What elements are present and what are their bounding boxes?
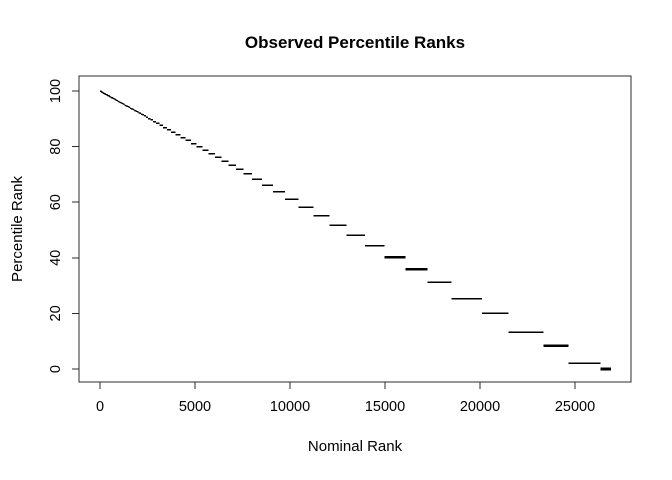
x-tick-label: 5000: [179, 399, 211, 415]
x-tick-label: 10000: [270, 399, 310, 415]
percentile-step-series-bold: [384, 255, 612, 371]
y-tick-label: 80: [48, 139, 64, 155]
x-tick-label: 15000: [365, 399, 405, 415]
x-axis-title: Nominal Rank: [308, 438, 403, 455]
chart-title: Observed Percentile Ranks: [245, 33, 465, 52]
y-tick-label: 100: [48, 79, 64, 103]
percentile-step-series: [100, 90, 601, 365]
y-tick-label: 40: [48, 250, 64, 266]
data-series: [100, 90, 612, 371]
y-tick-label: 0: [48, 365, 64, 373]
y-tick-label: 60: [48, 194, 64, 210]
x-tick-label: 0: [96, 399, 104, 415]
y-axis-ticks: 0 20 40 60 80 100: [48, 79, 79, 373]
x-axis-ticks: 0 5000 10000 15000 20000 25000: [96, 382, 595, 415]
plot-box: [78, 75, 632, 383]
x-tick-label: 25000: [555, 399, 595, 415]
y-tick-label: 20: [48, 305, 64, 321]
x-tick-label: 20000: [460, 399, 500, 415]
y-axis-title: Percentile Rank: [9, 176, 26, 282]
